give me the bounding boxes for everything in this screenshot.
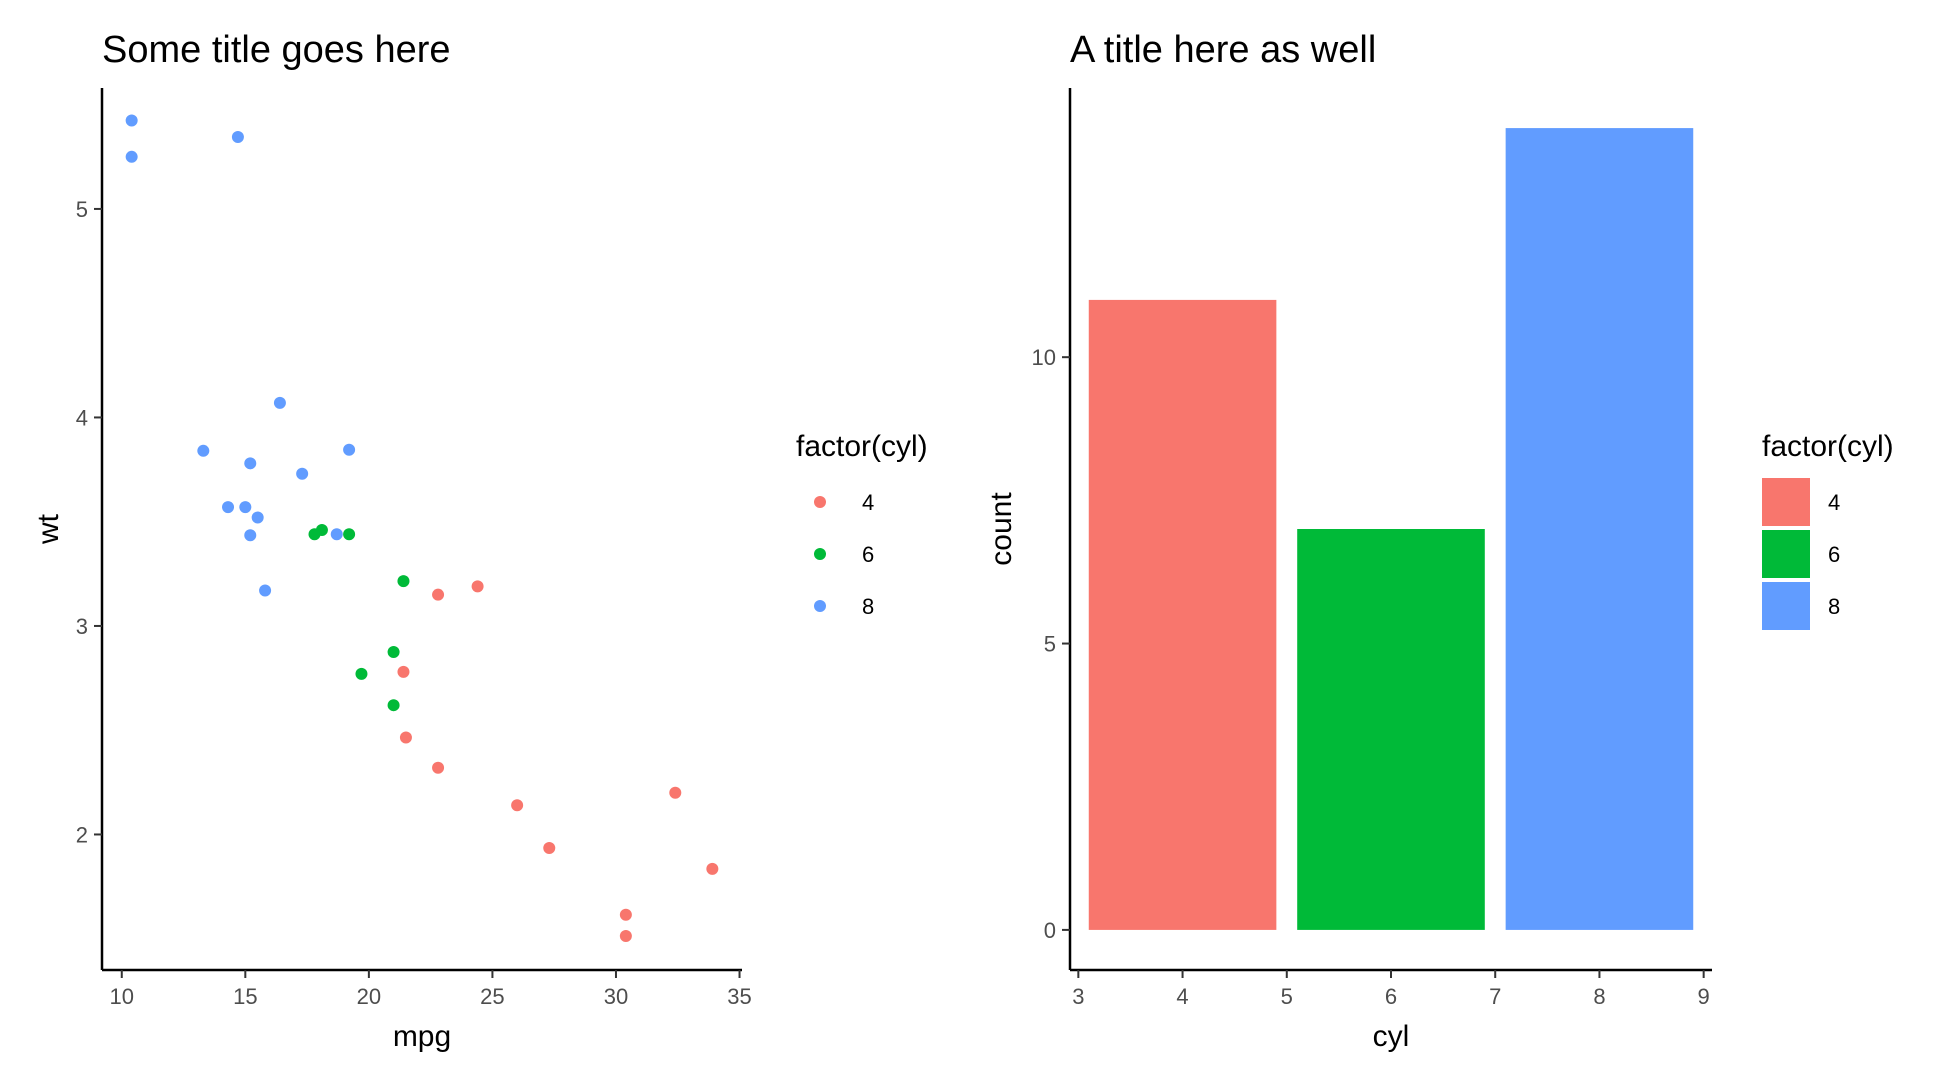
scatter-point: [619, 908, 632, 921]
bar-panel: A title here as well 3 4 5 6 7 8 9 0 5 10 cyl co…: [985, 29, 1894, 1053]
scatter-y-ticks: 2 3 4 5: [76, 197, 102, 847]
scatter-point: [399, 731, 412, 744]
bar-x-ticks: 3 4 5 6 7 8 9: [1072, 970, 1710, 1009]
scatter-legend-label: 6: [862, 542, 874, 567]
scatter-legend-label: 8: [862, 594, 874, 619]
scatter-point: [432, 761, 445, 774]
scatter-title: Some title goes here: [102, 29, 451, 71]
scatter-y-tick-label: 3: [76, 614, 88, 639]
scatter-x-axis-title: mpg: [393, 1020, 451, 1053]
bar-y-tick-label: 5: [1044, 632, 1056, 657]
scatter-y-tick-label: 4: [76, 405, 88, 430]
scatter-point: [222, 501, 235, 514]
scatter-y-tick-label: 2: [76, 822, 88, 847]
scatter-legend: factor(cyl) 4 6 8: [796, 430, 928, 619]
scatter-point: [244, 457, 257, 470]
bar-y-ticks: 0 5 10: [1032, 345, 1070, 943]
bar-legend-label: 8: [1828, 594, 1840, 619]
scatter-legend-key: [814, 600, 826, 612]
bar-x-tick-label: 9: [1698, 984, 1710, 1009]
bar-legend-title: factor(cyl): [1762, 430, 1894, 463]
scatter-point: [330, 528, 343, 541]
bar-cyl-4: [1088, 299, 1277, 930]
scatter-point: [197, 444, 210, 457]
scatter-legend-title: factor(cyl): [796, 430, 928, 463]
bar-y-tick-label: 10: [1032, 345, 1056, 370]
scatter-point: [387, 646, 400, 659]
bar-x-tick-label: 8: [1593, 984, 1605, 1009]
scatter-point: [125, 150, 138, 163]
scatter-point: [251, 511, 264, 524]
bar-legend-label: 4: [1828, 490, 1840, 515]
scatter-point: [239, 501, 252, 514]
scatter-x-tick-label: 35: [727, 984, 751, 1009]
bar-x-tick-label: 6: [1385, 984, 1397, 1009]
bar-cyl-8: [1505, 128, 1694, 930]
scatter-x-tick-label: 30: [604, 984, 628, 1009]
scatter-point: [432, 588, 445, 601]
bar-title: A title here as well: [1070, 29, 1376, 71]
scatter-point: [125, 114, 138, 127]
bar-legend-key: [1762, 478, 1810, 526]
scatter-x-ticks: 10 15 20 25 30 35: [110, 970, 752, 1009]
scatter-y-tick-label: 5: [76, 197, 88, 222]
scatter-point: [355, 667, 368, 680]
scatter-panel: Some title goes here 10 15 20 25 30 35 2 3 4 5 m…: [32, 29, 928, 1053]
scatter-point: [308, 528, 321, 541]
scatter-point: [397, 575, 410, 588]
scatter-point: [343, 443, 356, 456]
scatter-points: [125, 114, 719, 943]
scatter-point: [471, 580, 484, 593]
bar-legend-key: [1762, 582, 1810, 630]
scatter-point: [244, 529, 257, 542]
bar-legend-label: 6: [1828, 542, 1840, 567]
bar-x-tick-label: 4: [1176, 984, 1188, 1009]
scatter-point: [273, 396, 286, 409]
scatter-x-tick-label: 15: [233, 984, 257, 1009]
scatter-legend-label: 4: [862, 490, 874, 515]
bar-x-tick-label: 5: [1281, 984, 1293, 1009]
scatter-point: [387, 699, 400, 712]
bar-cyl-6: [1297, 529, 1485, 930]
bar-x-tick-label: 7: [1489, 984, 1501, 1009]
scatter-point: [397, 665, 410, 678]
scatter-x-tick-label: 20: [357, 984, 381, 1009]
bar-y-axis-title: count: [985, 492, 1018, 566]
scatter-point: [543, 842, 556, 855]
bar-y-tick-label: 0: [1044, 918, 1056, 943]
scatter-x-tick-label: 10: [110, 984, 134, 1009]
scatter-point: [669, 786, 682, 799]
scatter-y-axis-title: wt: [32, 513, 65, 545]
scatter-point: [296, 467, 309, 480]
bar-legend: factor(cyl) 4 6 8: [1762, 430, 1894, 630]
scatter-point: [343, 528, 356, 541]
scatter-point: [259, 584, 272, 597]
bar-x-tick-label: 3: [1072, 984, 1084, 1009]
bar-x-axis-title: cyl: [1373, 1020, 1410, 1053]
bar-legend-key: [1762, 530, 1810, 578]
scatter-point: [706, 862, 719, 875]
scatter-x-tick-label: 25: [480, 984, 504, 1009]
scatter-legend-key: [814, 548, 826, 560]
bar-bars: [1088, 128, 1694, 930]
scatter-point: [619, 930, 632, 943]
scatter-point: [511, 799, 524, 812]
scatter-point: [231, 131, 244, 143]
scatter-legend-key: [814, 496, 826, 508]
